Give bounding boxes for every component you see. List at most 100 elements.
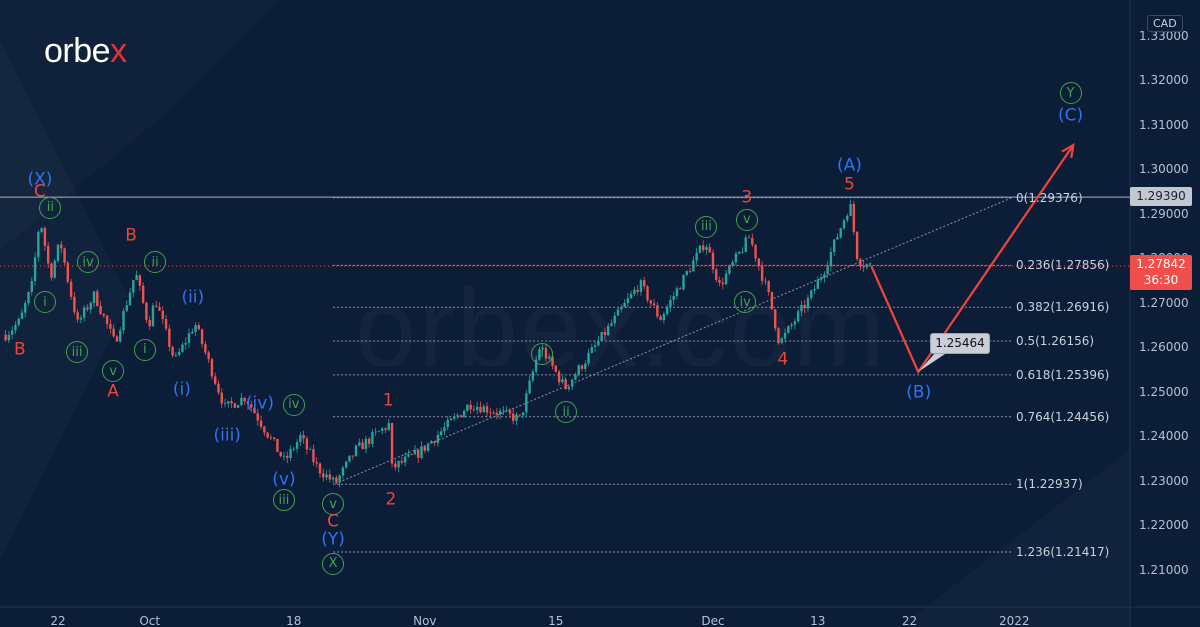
wave-label: 2: [385, 489, 397, 510]
candle: [449, 418, 453, 421]
candle: [30, 280, 33, 292]
wave-label: v: [322, 493, 345, 516]
candle: [256, 413, 259, 421]
candle: [462, 411, 466, 417]
candle: [757, 258, 761, 267]
candle: [33, 257, 37, 281]
candle: [607, 325, 610, 336]
candle: [381, 428, 384, 432]
candle: [289, 448, 292, 458]
currency-badge[interactable]: CAD: [1147, 15, 1183, 32]
candle: [643, 280, 646, 287]
candle: [240, 397, 243, 406]
candle: [574, 374, 577, 380]
candle: [384, 428, 387, 430]
fib-level-label: 0.382(1.26916): [1016, 300, 1110, 315]
candle: [620, 307, 623, 310]
candle: [685, 271, 688, 275]
candle: [675, 288, 679, 297]
time-tick: Dec: [701, 614, 725, 627]
candle: [783, 332, 787, 339]
candle: [682, 274, 685, 290]
candle: [259, 420, 263, 427]
candle: [695, 252, 698, 261]
candle: [672, 296, 675, 300]
wave-label: (v): [272, 469, 296, 490]
candle: [636, 289, 639, 292]
candle: [731, 262, 734, 266]
candle: [453, 416, 456, 419]
candle: [295, 442, 299, 449]
candle: [174, 355, 178, 356]
last-price-tag: 1.27842 36:30: [1130, 255, 1192, 290]
wave-label: 1: [382, 390, 394, 411]
candle: [770, 291, 774, 310]
fib-level-label: 0.5(1.26156): [1016, 334, 1095, 349]
projection-arrowhead: [1061, 142, 1075, 159]
candle: [184, 342, 187, 345]
candle: [518, 414, 521, 416]
candle: [371, 432, 374, 444]
last-price: 1.27842: [1136, 257, 1186, 271]
candle: [570, 379, 574, 387]
candle: [69, 281, 73, 297]
candle: [865, 264, 869, 268]
wave-label: X: [322, 552, 345, 575]
candle: [482, 406, 485, 413]
candle: [115, 336, 119, 342]
candle: [92, 291, 96, 304]
candle: [832, 239, 836, 252]
candle: [151, 305, 155, 327]
candle: [515, 414, 518, 421]
candle: [829, 251, 833, 267]
candle: [99, 305, 102, 314]
candle: [567, 386, 571, 389]
candle: [141, 285, 145, 303]
wave-label: ii: [39, 196, 62, 219]
candle: [610, 323, 613, 326]
price-tick: 1.25000: [1139, 384, 1189, 399]
wave-label: i: [133, 338, 156, 361]
candle: [318, 463, 322, 474]
candle: [394, 463, 397, 468]
candle: [338, 475, 341, 483]
candle: [177, 351, 181, 356]
candle: [613, 315, 616, 324]
price-tick: 1.29000: [1139, 206, 1189, 221]
candle: [253, 407, 256, 414]
candle: [207, 352, 210, 360]
candle: [597, 341, 600, 346]
candle: [426, 443, 430, 451]
candle: [603, 332, 607, 336]
candle: [433, 441, 436, 443]
candle: [345, 461, 348, 468]
candle: [701, 245, 705, 251]
fib-level-label: 0(1.29376): [1016, 190, 1083, 205]
candle: [194, 325, 197, 332]
candle: [17, 318, 20, 325]
candle: [233, 403, 237, 408]
candle: [76, 312, 79, 320]
candle: [577, 365, 580, 375]
candle: [551, 356, 554, 366]
candle: [780, 338, 783, 343]
candle: [390, 423, 394, 464]
candle: [7, 334, 11, 341]
wave-label: A: [107, 381, 119, 402]
candle: [476, 406, 479, 410]
candle: [587, 352, 590, 364]
wave-label: (X): [27, 169, 53, 190]
candle: [793, 321, 797, 325]
candle: [760, 266, 764, 281]
candle: [744, 237, 747, 252]
candle: [593, 345, 597, 348]
candle: [629, 293, 633, 299]
price-tick: 1.33000: [1139, 28, 1189, 43]
candle: [315, 462, 318, 464]
wave-label: C: [34, 181, 46, 202]
candle: [659, 316, 662, 321]
candle: [512, 413, 515, 421]
fib-level-label: 0.764(1.24456): [1016, 409, 1110, 424]
